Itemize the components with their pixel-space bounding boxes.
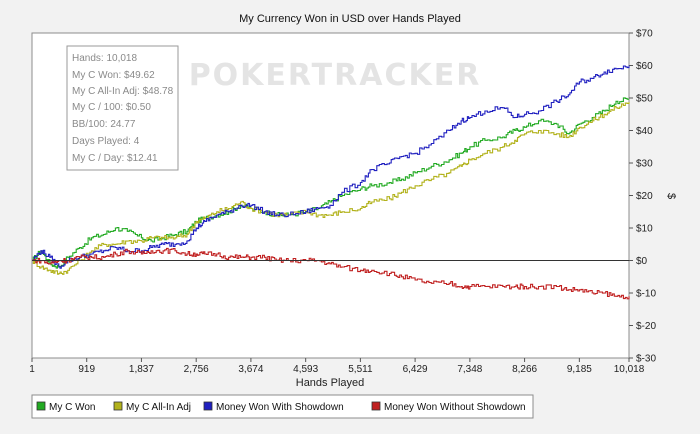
y-tick-label: $-20 <box>636 321 656 332</box>
series-layer <box>32 65 630 300</box>
y-tick-label: $20 <box>636 191 653 202</box>
legend-frame <box>31 394 534 419</box>
legend-label: Money Won Without Showdown <box>384 402 526 413</box>
y-tick-label: $-10 <box>636 289 656 300</box>
series-line <box>32 247 630 300</box>
stat-days-played: Days Played: 4 <box>72 136 140 147</box>
y-tick-label: $0 <box>636 256 648 267</box>
y-axis-label: $ <box>665 193 677 199</box>
x-tick-label: 4,593 <box>293 364 318 375</box>
x-tick-label: 7,348 <box>457 364 482 375</box>
x-tick-label: 6,429 <box>403 364 428 375</box>
stat-my-c-won: My C Won: $49.62 <box>72 70 155 81</box>
x-tick-label: 919 <box>78 364 95 375</box>
y-tick-label: $60 <box>636 61 653 72</box>
y-tick-label: $-30 <box>636 354 656 365</box>
stats-box-frame <box>66 45 179 171</box>
legend-items: My C Won My C All-In Adj Money Won With Sh… <box>36 401 526 413</box>
legend: My C Won My C All-In Adj Money Won With Sh… <box>31 394 534 419</box>
x-tick-label: 1 <box>29 364 35 375</box>
y-tick-label: $10 <box>636 224 653 235</box>
x-tick-label: 1,837 <box>129 364 154 375</box>
x-axis-label: Hands Played <box>296 377 365 389</box>
chart-title: My Currency Won in USD over Hands Played <box>239 13 461 25</box>
x-tick-label: 10,018 <box>614 364 645 375</box>
x-tick-label: 5,511 <box>348 364 373 375</box>
stat-all-in-adj: My C All-In Adj: $48.78 <box>72 86 174 97</box>
x-tick-label: 9,185 <box>567 364 592 375</box>
series-line <box>32 65 630 269</box>
watermark-text: POKERTRACKER <box>189 58 482 93</box>
x-tick-label: 2,756 <box>184 364 209 375</box>
stat-bb-100: BB/100: 24.77 <box>72 119 136 130</box>
legend-label: My C All-In Adj <box>126 402 191 413</box>
stat-per-day: My C / Day: $12.41 <box>72 153 158 164</box>
y-tick-label: $50 <box>636 94 653 105</box>
legend-label: My C Won <box>49 402 96 413</box>
y-tick-label: $30 <box>636 159 653 170</box>
x-axis-ticks: 1 919 1,837 2,756 3,674 4,593 5,511 6,429 7,348 8… <box>29 358 645 375</box>
legend-swatch <box>36 401 46 411</box>
stat-per-100: My C / 100: $0.50 <box>72 102 151 113</box>
legend-swatch <box>371 401 381 411</box>
legend-swatch <box>113 401 123 411</box>
legend-swatch <box>203 401 213 411</box>
stat-hands: Hands: 10,018 <box>72 53 137 64</box>
y-tick-label: $70 <box>636 29 653 40</box>
legend-label: Money Won With Showdown <box>216 402 344 413</box>
x-tick-label: 3,674 <box>238 364 263 375</box>
stats-box: Hands: 10,018 My C Won: $49.62 My C All-… <box>66 45 179 171</box>
y-tick-label: $40 <box>636 126 653 137</box>
x-tick-label: 8,266 <box>512 364 537 375</box>
y-axis-ticks: $-30 $-20 $-10 $0 $10 $20 $30 $40 $50 $60 $70 <box>629 29 656 365</box>
